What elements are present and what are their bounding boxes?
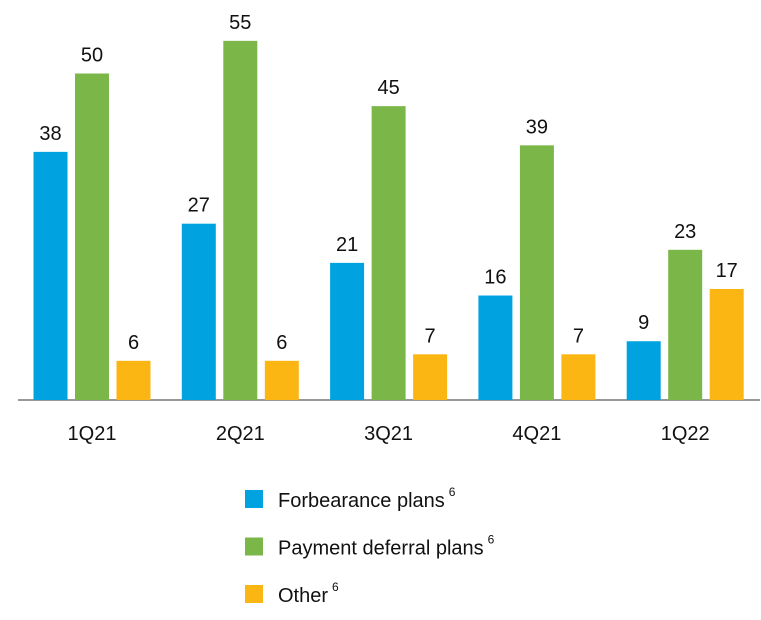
bar [626,341,661,400]
legend-swatch [245,585,263,603]
legend-label: Forbearance plans 6 [278,485,456,512]
x-tick-label: 4Q21 [512,423,561,445]
x-tick-label: 3Q21 [364,423,413,445]
data-label: 38 [39,123,61,145]
legend-note: 6 [488,533,495,547]
data-label: 9 [638,312,649,334]
data-label: 23 [674,221,696,243]
legend-swatch [245,490,263,508]
legend-name: Payment deferral plans [278,538,484,560]
data-label: 45 [377,77,399,99]
bar [519,145,554,400]
legend-name: Other [278,585,328,607]
bar [561,354,596,400]
bar [264,360,299,400]
data-label: 27 [188,195,210,217]
bar [33,151,68,400]
legend-note: 6 [332,580,339,594]
legend-swatch [245,537,263,556]
data-label: 39 [526,116,548,138]
bar [371,106,406,401]
bar [116,360,151,400]
bar [709,288,744,400]
bar [181,223,216,400]
legend-label: Payment deferral plans 6 [278,533,495,560]
bar [75,73,109,400]
legend-note: 6 [449,485,456,499]
legend-label: Other 6 [278,580,339,607]
legend-name: Forbearance plans [278,490,445,512]
data-label: 21 [336,234,358,256]
bar [330,262,365,400]
bar [223,40,258,400]
x-tick-label: 2Q21 [216,423,265,445]
bar [478,295,513,400]
x-tick-label: 1Q21 [68,423,117,445]
data-label: 16 [484,267,506,289]
data-label: 6 [128,332,139,354]
data-label: 6 [276,332,287,354]
data-label: 17 [716,260,738,282]
x-tick-label: 1Q22 [661,423,710,445]
data-label: 55 [229,12,251,34]
data-label: 7 [425,325,436,347]
bar [413,354,448,400]
data-label: 50 [81,45,103,67]
bar [668,249,703,400]
data-label: 7 [573,325,584,347]
